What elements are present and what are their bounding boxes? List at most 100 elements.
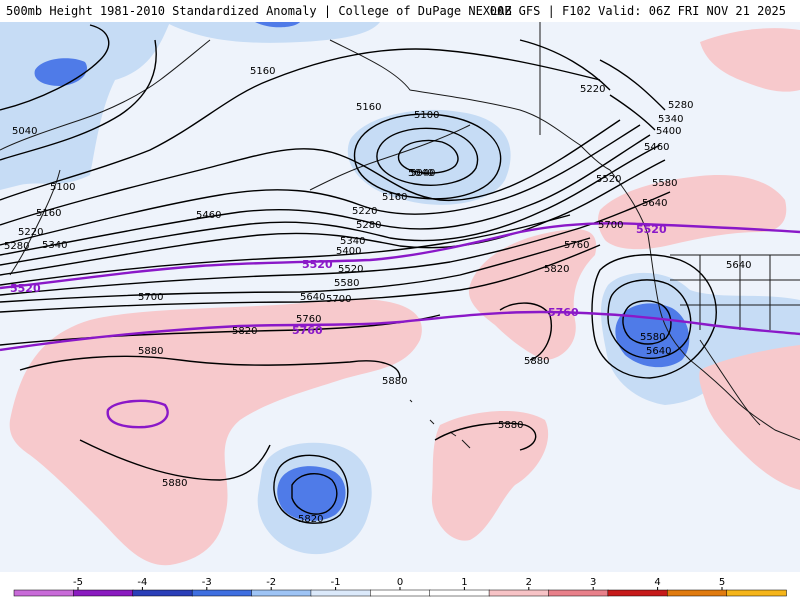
legend-tick-label: 0 bbox=[397, 577, 403, 588]
contour-5220-ne bbox=[519, 39, 611, 91]
legend-swatch bbox=[13, 589, 75, 597]
model-valid-time: 00Z GFS | F102 Valid: 06Z FRI NOV 21 202… bbox=[489, 4, 786, 18]
legend-swatch bbox=[73, 589, 134, 597]
contour-label: 5880 bbox=[498, 420, 523, 431]
contour-label: 5700 bbox=[326, 294, 351, 305]
contour-label: 5580 bbox=[652, 178, 677, 189]
anomaly-map: 5160 5220 5040 5160 5100 5040 5280 5340 … bbox=[0, 22, 800, 572]
contour-label: 5820 bbox=[232, 326, 257, 337]
pos-anomaly-canada bbox=[597, 175, 787, 250]
legend-swatch bbox=[666, 589, 728, 597]
neg-anomaly-strong-top bbox=[255, 22, 300, 28]
legend-swatch bbox=[370, 589, 431, 597]
contour-5580 bbox=[0, 191, 671, 296]
contour-label: 5820 bbox=[544, 264, 569, 275]
contour-label: 5160 bbox=[36, 208, 61, 219]
neg-anomaly-alaska-low bbox=[347, 109, 511, 205]
highlight-label: 5520 bbox=[302, 258, 333, 271]
contour-label: 5160 bbox=[356, 102, 381, 113]
contour-5880-east bbox=[434, 422, 537, 451]
contour-labels: 5160 5220 5040 5160 5100 5040 5280 5340 … bbox=[4, 66, 751, 525]
hawaii-islands bbox=[409, 399, 471, 449]
contour-label: 5520 bbox=[596, 174, 621, 185]
contour-label: 5820 bbox=[298, 514, 323, 525]
contour-label: 5520 bbox=[338, 264, 363, 275]
contour-5460-alaska-low bbox=[353, 113, 502, 200]
contour-5280 bbox=[0, 124, 641, 246]
highlight-contours bbox=[0, 222, 800, 429]
contour-label: 5280 bbox=[4, 241, 29, 252]
contour-label: 5460 bbox=[196, 210, 221, 221]
legend-swatch bbox=[607, 589, 668, 597]
contour-label: 5880 bbox=[162, 478, 187, 489]
legend-swatch bbox=[488, 589, 550, 597]
contour-label: 5640 bbox=[646, 346, 671, 357]
header-bar: 500mb Height 1981-2010 Standardized Anom… bbox=[0, 0, 800, 22]
contour-5880-central bbox=[499, 302, 552, 361]
contour-label: 5040 bbox=[408, 168, 433, 179]
contour-5700 bbox=[0, 244, 601, 313]
pos-anomaly-southeast bbox=[699, 345, 800, 490]
contour-label: 5700 bbox=[138, 292, 163, 303]
legend-swatch bbox=[726, 589, 787, 597]
contour-5400 bbox=[0, 144, 661, 266]
contour-label: 5160 bbox=[382, 192, 407, 203]
legend-swatch bbox=[429, 589, 490, 597]
contour-label: 5760 bbox=[296, 314, 321, 325]
contour-5340 bbox=[0, 134, 651, 256]
pos-anomaly-central-pacific bbox=[9, 299, 422, 566]
contour-5100-alaska-low bbox=[376, 127, 479, 186]
legend-swatch bbox=[310, 589, 372, 597]
contour-5160-north bbox=[0, 48, 601, 201]
contour-label: 5640 bbox=[726, 260, 751, 271]
positive-anomaly-regions bbox=[9, 28, 800, 566]
contour-label: 5220 bbox=[580, 84, 605, 95]
legend-tick-label: -5 bbox=[73, 577, 83, 588]
neg-anomaly-top bbox=[165, 22, 380, 43]
aleutian-chain bbox=[309, 124, 471, 191]
coastlines bbox=[0, 22, 800, 449]
contour-label: 5340 bbox=[340, 236, 365, 247]
contour-5520-low-west bbox=[622, 300, 672, 345]
pos-anomaly-mid-pacific bbox=[468, 229, 597, 360]
us-state-lines bbox=[670, 254, 800, 330]
legend-swatch bbox=[548, 589, 609, 597]
contour-label: 5160 bbox=[250, 66, 275, 77]
contour-5280-ne bbox=[599, 59, 666, 111]
siberia-coastline bbox=[0, 39, 211, 151]
highlight-labels: 5520 5520 5520 5760 5760 bbox=[10, 223, 667, 337]
contour-label: 5400 bbox=[336, 246, 361, 257]
legend-tick-label: 3 bbox=[590, 577, 596, 588]
contour-label: 5220 bbox=[18, 227, 43, 238]
contour-5220-north bbox=[0, 119, 621, 226]
north-america-west-coast bbox=[609, 169, 800, 441]
pos-anomaly-east-pacific bbox=[431, 410, 549, 541]
contour-label: 5880 bbox=[138, 346, 163, 357]
legend-swatch bbox=[191, 589, 253, 597]
contour-label: 5880 bbox=[382, 376, 407, 387]
contour-label: 5580 bbox=[334, 278, 359, 289]
contour-5640 bbox=[0, 237, 591, 303]
contour-5760-low bbox=[291, 473, 338, 515]
map-svg: 5160 5220 5040 5160 5100 5040 5280 5340 … bbox=[0, 22, 800, 566]
contour-5880-pacific bbox=[19, 355, 401, 379]
contour-label: 5340 bbox=[42, 240, 67, 251]
legend-tick-label: 1 bbox=[461, 577, 467, 588]
legend-color-bar bbox=[13, 589, 787, 597]
contour-label: 5460 bbox=[644, 142, 669, 153]
contour-5880-south bbox=[79, 439, 271, 481]
legend-tick-label: 5 bbox=[719, 577, 725, 588]
highlight-label: 5760 bbox=[292, 324, 323, 337]
contour-label: 5700 bbox=[598, 220, 623, 231]
contour-label: 5040 bbox=[12, 126, 37, 137]
neg-anomaly-nw bbox=[0, 22, 170, 190]
legend-tick-label: -1 bbox=[331, 577, 341, 588]
map-title: 500mb Height 1981-2010 Standardized Anom… bbox=[6, 4, 512, 18]
contour-label: 5040 bbox=[410, 168, 435, 179]
contour-5640-low-west bbox=[607, 279, 692, 359]
contour-label: 5340 bbox=[658, 114, 683, 125]
pos-anomaly-northeast bbox=[700, 28, 800, 92]
kamchatka-coastline bbox=[9, 169, 61, 276]
contour-label: 5400 bbox=[656, 126, 681, 137]
